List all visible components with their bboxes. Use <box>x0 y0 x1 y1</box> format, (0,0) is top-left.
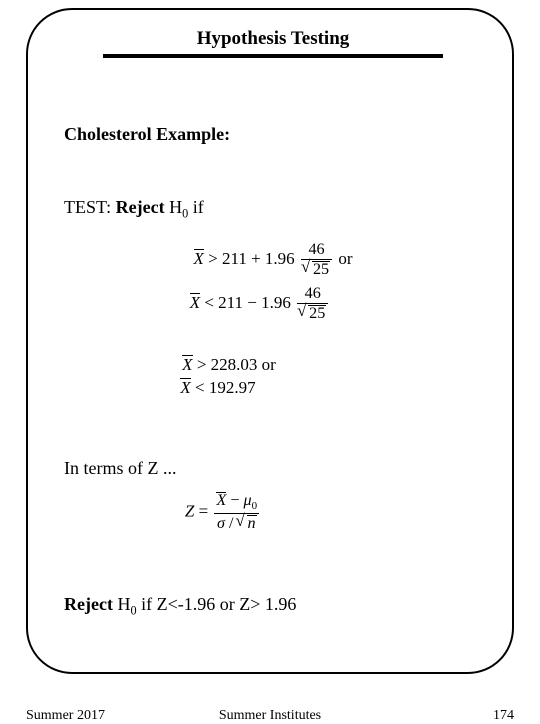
footer-center: Summer Institutes <box>0 708 540 724</box>
test-reject: Reject <box>116 197 165 217</box>
math-block-2: X > 228.03 or X < 192.97 <box>0 356 482 397</box>
title-underline <box>103 54 443 58</box>
math-gt-num: > 228.03 or <box>193 355 276 374</box>
xbar-icon: X <box>190 294 200 313</box>
math-lt: < 211 − 1.96 <box>200 293 295 312</box>
z-minus: − <box>226 492 243 509</box>
math-gt: > 211 + 1.96 <box>204 249 299 268</box>
xbar-icon: X <box>194 250 204 269</box>
n-var: n <box>247 515 257 532</box>
math-lt-num: < 192.97 <box>191 378 256 397</box>
test-suffix: if <box>188 197 204 217</box>
mu-var: μ <box>244 492 252 509</box>
fraction-icon: X − μ0 σ / n <box>214 493 259 532</box>
footer-right: 174 <box>493 708 514 724</box>
radicand: 25 <box>308 305 326 322</box>
sqrt-icon: n <box>238 515 257 532</box>
math-block-1: X > 211 + 1.96 4625 or X < 211 − 1.96 46… <box>64 242 482 323</box>
test-prefix: TEST: <box>64 197 116 217</box>
math-line-2a: X > 228.03 or <box>0 356 482 375</box>
z-formula-block: Z = X − μ0 σ / n <box>64 493 482 532</box>
fraction-icon: 4625 <box>297 286 328 322</box>
fraction-icon: 4625 <box>301 242 332 278</box>
frac-den: 25 <box>297 304 328 322</box>
math-line-1b: X < 211 − 1.96 4625 <box>38 286 482 322</box>
z-den: σ / n <box>214 514 259 532</box>
xbar-icon: X <box>182 356 192 375</box>
page-title: Hypothesis Testing <box>197 28 350 50</box>
test-line: TEST: Reject H0 if <box>64 197 482 222</box>
test-h: H <box>165 197 183 217</box>
xbar-icon: X <box>216 493 226 509</box>
xbar-icon: X <box>180 379 190 398</box>
reject-line-2: Reject H0 if Z<-1.96 or Z> 1.96 <box>64 594 482 619</box>
mu-sub: 0 <box>252 500 257 512</box>
sqrt-icon: 25 <box>299 305 326 322</box>
example-heading: Cholesterol Example: <box>64 124 482 145</box>
z-eq: = <box>194 501 212 520</box>
math-or: or <box>334 249 352 268</box>
reject2-bold: Reject <box>64 594 113 614</box>
z-formula: Z = X − μ0 σ / n <box>0 493 482 532</box>
math-line-1a: X > 211 + 1.96 4625 or <box>64 242 482 278</box>
sigma-var: σ <box>217 515 225 532</box>
reject2-text: if Z<-1.96 or Z> 1.96 <box>137 594 297 614</box>
z-terms-heading: In terms of Z ... <box>64 458 482 479</box>
math-line-2b: X < 192.97 <box>0 379 482 398</box>
slide-frame: Hypothesis Testing Cholesterol Example: … <box>26 8 514 674</box>
radicand: 25 <box>312 261 330 278</box>
reject2-h: H <box>113 594 131 614</box>
title-block: Hypothesis Testing <box>64 28 482 58</box>
z-var: Z <box>185 501 194 520</box>
frac-den: 25 <box>301 260 332 278</box>
sqrt-icon: 25 <box>303 261 330 278</box>
